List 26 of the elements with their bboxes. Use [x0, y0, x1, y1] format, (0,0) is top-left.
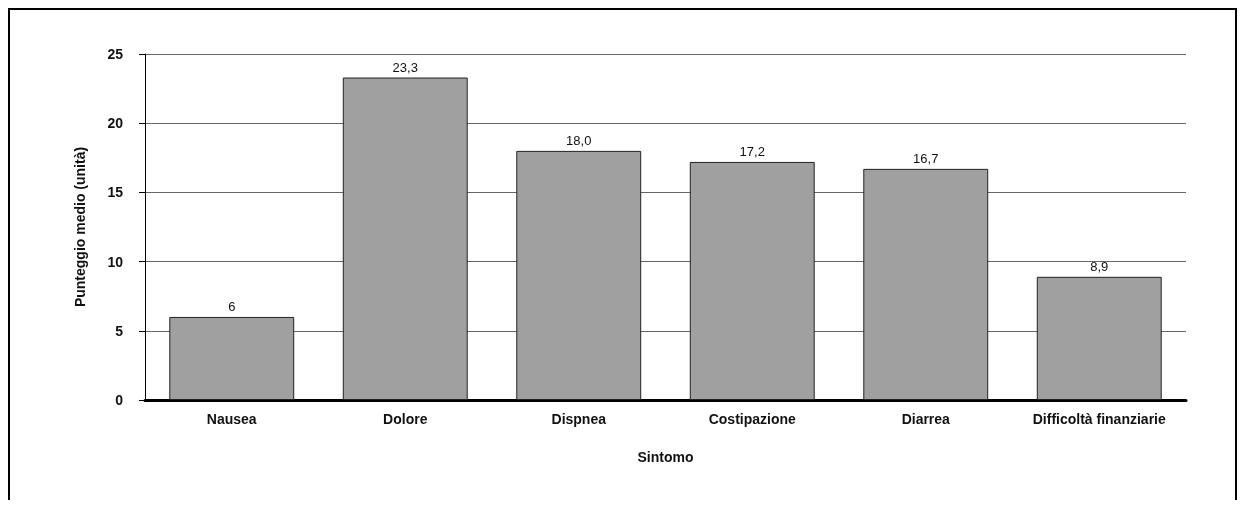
bar — [1036, 276, 1162, 400]
y-tick-label: 15 — [107, 184, 124, 201]
x-axis-title: Sintomo — [637, 449, 694, 465]
x-tick-label: Diarrea — [901, 411, 951, 427]
y-tick-label: 5 — [115, 322, 124, 339]
bar — [342, 77, 468, 400]
data-label: 18,0 — [566, 132, 592, 148]
data-label: 16,7 — [913, 150, 939, 166]
bar — [169, 316, 295, 400]
bar — [516, 150, 642, 400]
x-tick-label: Nausea — [206, 411, 257, 427]
y-tick-label: 20 — [107, 115, 124, 132]
x-tick-label: Costipazione — [708, 411, 797, 427]
y-tick-label: 0 — [115, 392, 124, 408]
data-label: 17,2 — [739, 143, 765, 159]
data-label: 8,9 — [1090, 258, 1109, 274]
y-tick-label: 10 — [107, 253, 124, 270]
data-label: 23,3 — [392, 59, 418, 75]
y-tick-label: 25 — [107, 46, 124, 62]
bar — [689, 161, 815, 400]
y-axis-title: Punteggio medio (unità) — [72, 146, 88, 308]
x-tick-label: Dolore — [383, 411, 428, 427]
data-label: 6 — [228, 298, 236, 314]
x-tick-label: Difficoltà finanziarie — [1032, 411, 1166, 427]
x-tick-label: Dispnea — [551, 411, 607, 427]
bar — [863, 168, 989, 400]
